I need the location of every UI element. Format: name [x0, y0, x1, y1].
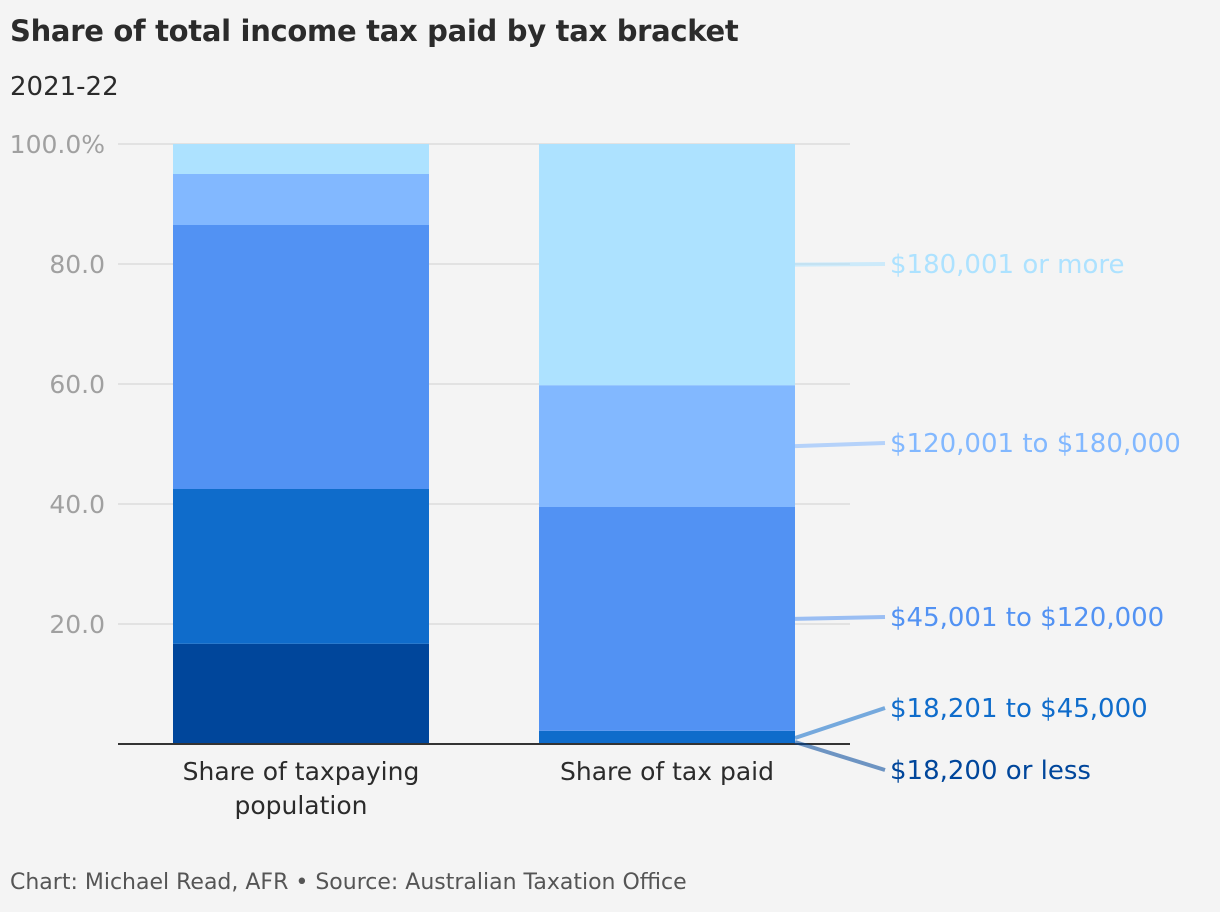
- y-tick-label: 40.0: [49, 490, 105, 519]
- y-tick-label: 80.0: [49, 250, 105, 279]
- series-label: $18,201 to $45,000: [890, 694, 1148, 724]
- label-leader-line: [794, 262, 886, 267]
- bar-segment: [173, 174, 429, 225]
- bar-segment: [173, 225, 429, 489]
- bar-segment: [173, 643, 429, 744]
- chart-source-note: Chart: Michael Read, AFR • Source: Austr…: [10, 870, 687, 895]
- bar-segment: [173, 489, 429, 644]
- y-tick-label: 100.0%: [10, 130, 105, 159]
- x-category-label: Share of taxpaying: [183, 757, 420, 786]
- bar-segment: [539, 144, 795, 386]
- bar-segment: [539, 385, 795, 507]
- series-label: $180,001 or more: [890, 250, 1125, 280]
- series-label: $18,200 or less: [890, 756, 1091, 786]
- label-leader-line: [794, 441, 886, 449]
- y-tick-label: 20.0: [49, 610, 105, 639]
- label-leader-line: [794, 706, 886, 740]
- bar-segment: [173, 144, 429, 174]
- x-category-label: population: [234, 791, 367, 820]
- series-label: $45,001 to $120,000: [890, 603, 1164, 633]
- label-leader-line: [794, 615, 886, 621]
- series-label: $120,001 to $180,000: [890, 429, 1181, 459]
- chart-title: Share of total income tax paid by tax br…: [10, 14, 739, 48]
- bar-segment: [539, 730, 795, 744]
- x-category-label: Share of tax paid: [560, 757, 774, 786]
- label-leader-line: [794, 740, 886, 772]
- chart-subtitle: 2021-22: [10, 72, 119, 102]
- y-tick-label: 60.0: [49, 370, 105, 399]
- bar-segment: [539, 507, 795, 731]
